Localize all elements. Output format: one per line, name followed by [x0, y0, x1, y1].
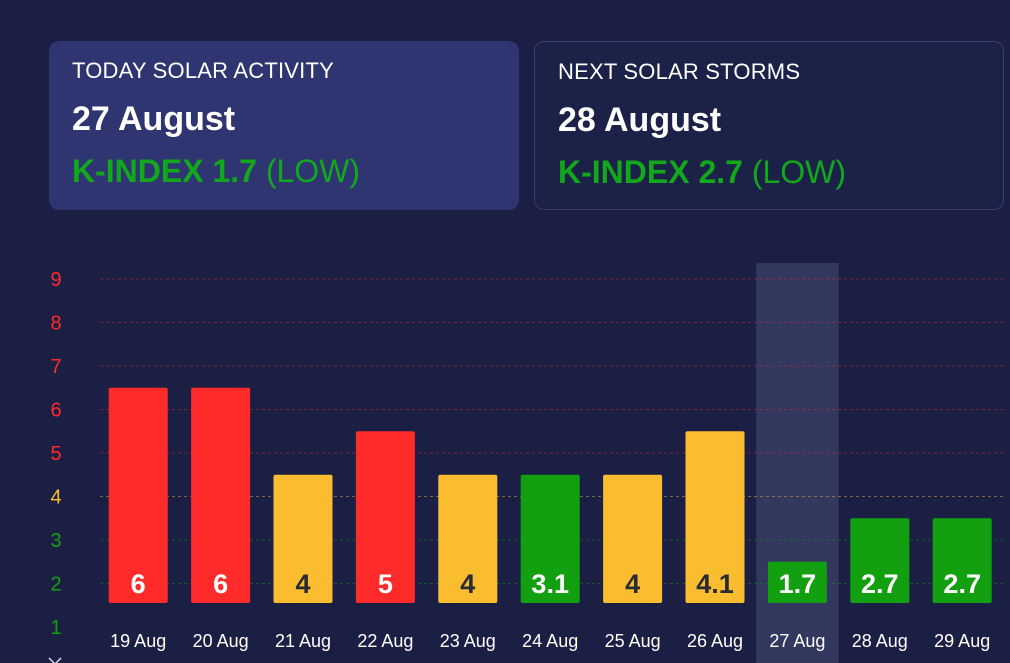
bar-value-label: 4.1 [696, 569, 734, 599]
bar [850, 518, 910, 603]
y-tick-label: 5 [50, 443, 61, 465]
x-tick-label: 23 Aug [440, 631, 496, 651]
bar [438, 474, 498, 603]
y-tick-label: 9 [50, 269, 61, 291]
bar [685, 431, 745, 603]
y-tick-label: 8 [50, 313, 61, 335]
bar [767, 561, 827, 603]
kindex-level: (LOW) [265, 153, 361, 189]
card-date: 28 August [558, 101, 722, 139]
card-heading: NEXT SOLAR STORMS [558, 59, 801, 84]
bar-value-label: 2.7 [943, 569, 981, 599]
bar [273, 474, 333, 603]
x-tick-label: 25 Aug [605, 631, 661, 651]
x-tick-label: 20 Aug [193, 631, 249, 651]
y-tick-label: 2 [50, 574, 61, 596]
y-tick-label: 3 [50, 530, 61, 552]
kindex-value: 1.7 [212, 153, 257, 189]
bar-value-label: 6 [131, 569, 146, 599]
kindex-level: (LOW) [751, 154, 847, 190]
x-tick-label: 22 Aug [357, 631, 413, 651]
bar-value-label: 4 [460, 569, 475, 599]
x-tick-label: 26 Aug [687, 631, 743, 651]
y-tick-label: 4 [50, 487, 61, 509]
bar-value-label: 4 [625, 569, 640, 599]
y-tick-label: 1 [50, 617, 61, 639]
x-tick-label: 29 Aug [934, 631, 990, 651]
card-date: 27 August [72, 100, 236, 138]
kindex-value: 2.7 [698, 154, 743, 190]
x-tick-label: 19 Aug [110, 631, 166, 651]
card-heading: TODAY SOLAR ACTIVITY [72, 58, 334, 83]
x-tick-label: 27 Aug [769, 631, 825, 651]
bar-value-label: 5 [378, 569, 393, 599]
y-tick-label: 6 [50, 400, 61, 422]
bar [932, 518, 992, 603]
bar-value-label: 3.1 [531, 569, 569, 599]
kindex-label: K-INDEX [558, 154, 690, 190]
bar-value-label: 1.7 [779, 569, 817, 599]
kindex-line: K-INDEX 2.7 (LOW) [558, 153, 980, 191]
chevron-down-icon[interactable] [48, 653, 62, 663]
today-solar-activity-card[interactable]: TODAY SOLAR ACTIVITY 27 August K-INDEX 1… [49, 41, 519, 210]
x-tick-label: 24 Aug [522, 631, 578, 651]
bar-value-label: 6 [213, 569, 228, 599]
bar [191, 387, 251, 603]
kindex-line: K-INDEX 1.7 (LOW) [72, 152, 496, 190]
bar [355, 431, 415, 603]
bar [108, 387, 168, 603]
next-solar-storms-card[interactable]: NEXT SOLAR STORMS 28 August K-INDEX 2.7 … [534, 41, 1004, 210]
x-tick-label: 21 Aug [275, 631, 331, 651]
bar-value-label: 2.7 [861, 569, 899, 599]
bar [603, 474, 663, 603]
x-tick-label: 28 Aug [852, 631, 908, 651]
bar [520, 474, 580, 603]
y-tick-label: 7 [50, 356, 61, 378]
bar-value-label: 4 [295, 569, 310, 599]
kindex-label: K-INDEX [72, 153, 204, 189]
